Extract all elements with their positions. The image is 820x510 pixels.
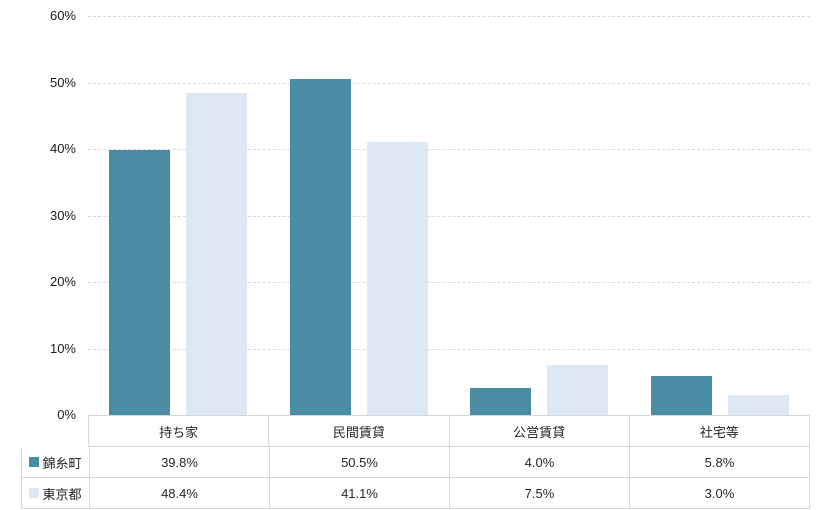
series-name: 錦糸町: [42, 455, 82, 471]
gridline: [88, 282, 810, 283]
table-value: 4.0%: [449, 447, 629, 477]
y-axis-tick-label: 30%: [49, 207, 76, 223]
legend-swatch-icon: [29, 488, 40, 498]
category-label: 民間賃貸: [268, 416, 448, 446]
plot-area: [88, 16, 810, 416]
table-value: 5.8%: [629, 447, 809, 477]
legend-swatch-icon: [29, 457, 40, 467]
legend-item: 錦糸町: [22, 447, 89, 477]
bar-錦糸町-持ち家: [109, 150, 171, 415]
gridline: [88, 215, 810, 217]
y-axis-tick-label: 0%: [57, 407, 76, 422]
bar-東京都-社宅等: [727, 395, 789, 415]
table-value: 48.4%: [89, 478, 269, 508]
series-name: 東京都: [42, 486, 82, 502]
bar-東京都-民間賃貸: [366, 141, 428, 415]
y-axis-tick-label: 20%: [49, 274, 76, 289]
y-axis-tick-label: 60%: [49, 8, 76, 23]
series-row-tokyo: 東京都 48.4% 41.1% 7.5% 3.0%: [21, 478, 810, 509]
category-label: 社宅等: [628, 416, 809, 446]
chart-data-table: 持ち家 民間賃貸 公営賃貸 社宅等 錦糸町 39.8% 50.5% 4.0% 5…: [21, 415, 810, 509]
category-label: 公営賃貸: [448, 416, 629, 446]
table-value: 41.1%: [269, 478, 449, 508]
bar-東京都-持ち家: [186, 93, 248, 415]
gridline: [88, 348, 810, 350]
category-header-row: 持ち家 民間賃貸 公営賃貸 社宅等: [88, 415, 810, 447]
bar-東京都-公営賃貸: [547, 365, 609, 415]
series-row-kinshicho: 錦糸町 39.8% 50.5% 4.0% 5.8%: [21, 447, 810, 478]
table-value: 39.8%: [89, 447, 269, 477]
y-axis-tick-label: 40%: [49, 141, 76, 156]
y-axis-tick-label: 10%: [49, 340, 76, 356]
table-value: 3.0%: [629, 478, 809, 508]
gridline: [88, 82, 810, 84]
gridline: [88, 149, 810, 150]
bar-錦糸町-民間賃貸: [289, 79, 351, 415]
category-label: 持ち家: [159, 424, 199, 440]
bar-錦糸町-公営賃貸: [470, 388, 532, 415]
gridline: [88, 16, 810, 17]
table-value: 7.5%: [449, 478, 629, 508]
legend-item: 東京都: [22, 478, 89, 508]
y-axis-tick-label: 50%: [49, 74, 76, 90]
table-value: 50.5%: [269, 447, 449, 477]
bar-錦糸町-社宅等: [650, 376, 712, 415]
